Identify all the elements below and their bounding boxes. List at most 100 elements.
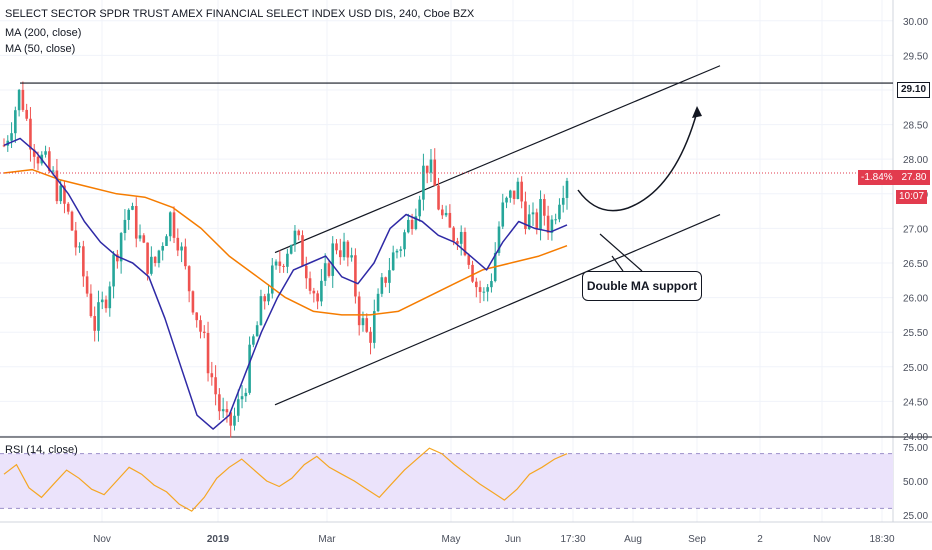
resistance-badge: 29.10 bbox=[897, 82, 931, 98]
candle-body bbox=[512, 190, 516, 199]
projection-arrow bbox=[577, 111, 698, 212]
candle-body bbox=[176, 237, 180, 251]
candle-body bbox=[191, 291, 195, 313]
trend-channel bbox=[274, 65, 721, 406]
candle-body bbox=[448, 212, 452, 228]
candle-body bbox=[282, 265, 285, 267]
candle-body bbox=[134, 206, 138, 239]
callout-pointer bbox=[599, 233, 643, 272]
candle-body bbox=[278, 261, 282, 266]
x-tick-label: Nov bbox=[93, 534, 111, 545]
candle-body bbox=[354, 255, 357, 297]
candle-body bbox=[36, 156, 40, 164]
y-tick-label: 28.50 bbox=[903, 121, 928, 132]
candle-body bbox=[369, 331, 372, 343]
candle-body bbox=[312, 290, 316, 294]
y-tick-label: 25.50 bbox=[903, 328, 928, 339]
candle-body bbox=[391, 252, 395, 271]
candle-body bbox=[327, 263, 331, 276]
rsi-band-fill bbox=[0, 453, 893, 509]
candle-body bbox=[509, 190, 512, 198]
x-tick-label: Jun bbox=[505, 534, 521, 545]
chart-title: SELECT SECTOR SPDR TRUST AMEX FINANCIAL … bbox=[5, 8, 475, 20]
candle-body bbox=[267, 293, 270, 302]
rsi-y-tick-label: 50.00 bbox=[903, 477, 928, 488]
x-tick-label: Sep bbox=[688, 534, 706, 545]
x-tick-label: Mar bbox=[318, 534, 336, 545]
candle-body bbox=[104, 299, 108, 309]
candle-body bbox=[441, 209, 444, 216]
candle-body bbox=[97, 302, 100, 331]
ma50-legend[interactable]: MA (50, close) bbox=[5, 43, 76, 55]
ma50-line bbox=[3, 137, 568, 430]
x-tick-label: 2019 bbox=[207, 534, 230, 545]
candle-body bbox=[218, 394, 221, 412]
countdown-badge: 10:07 bbox=[896, 190, 928, 204]
change-percent: -1.84% bbox=[861, 172, 893, 183]
ma200-legend[interactable]: MA (200, close) bbox=[5, 27, 82, 39]
candle-body bbox=[100, 299, 104, 303]
candle-body bbox=[388, 270, 391, 283]
candle-body bbox=[410, 219, 414, 230]
candle-body bbox=[229, 412, 233, 426]
candle-body bbox=[558, 204, 561, 220]
x-tick-label: Aug bbox=[624, 534, 642, 545]
candle-body bbox=[316, 293, 319, 302]
candle-body bbox=[497, 226, 501, 253]
candle-body bbox=[331, 243, 335, 276]
y-tick-label: 24.50 bbox=[903, 397, 928, 408]
candle-body bbox=[407, 219, 410, 233]
candle-body bbox=[29, 118, 32, 150]
candle-body bbox=[210, 373, 214, 378]
candle-body bbox=[195, 312, 199, 321]
candle-body bbox=[482, 291, 486, 293]
candle-body bbox=[565, 180, 569, 198]
candle-body bbox=[172, 212, 176, 238]
candle-body bbox=[437, 185, 440, 210]
candle-body bbox=[486, 287, 489, 292]
candle-body bbox=[535, 212, 539, 230]
candle-body bbox=[248, 344, 251, 393]
candle-body bbox=[138, 235, 142, 239]
candle-body bbox=[214, 377, 217, 395]
overlays bbox=[0, 82, 893, 272]
candle-body bbox=[304, 265, 308, 279]
rsi-series bbox=[3, 447, 568, 512]
candle-body bbox=[320, 280, 323, 302]
axis-labels: 30.0029.5029.0028.5028.0027.5027.0026.50… bbox=[93, 17, 928, 545]
annotation-callout[interactable]: Double MA support bbox=[582, 271, 702, 301]
candle-body bbox=[429, 159, 433, 173]
candle-body bbox=[233, 415, 236, 426]
candle-body bbox=[59, 185, 62, 202]
candle-body bbox=[357, 296, 361, 326]
candle-body bbox=[199, 320, 202, 332]
candle-body bbox=[505, 197, 508, 203]
candle-body bbox=[516, 181, 520, 199]
candle-body bbox=[153, 256, 157, 264]
candle-body bbox=[384, 277, 387, 283]
candle-body bbox=[554, 219, 557, 221]
candle-body bbox=[66, 203, 70, 212]
rsi-band bbox=[0, 453, 893, 509]
rsi-line bbox=[3, 447, 568, 512]
candle-body bbox=[70, 211, 74, 231]
candle-body bbox=[10, 133, 13, 141]
x-tick-label: May bbox=[442, 534, 461, 545]
candle-body bbox=[414, 216, 418, 230]
candle-body bbox=[376, 293, 380, 312]
rsi-legend[interactable]: RSI (14, close) bbox=[5, 444, 78, 456]
candle-body bbox=[51, 170, 55, 172]
candle-body bbox=[425, 165, 429, 173]
candle-body bbox=[475, 281, 478, 288]
candle-body bbox=[63, 185, 66, 204]
candles bbox=[2, 81, 569, 438]
candle-body bbox=[119, 233, 123, 262]
candle-body bbox=[270, 265, 274, 294]
candle-body bbox=[546, 215, 550, 233]
moving-averages bbox=[3, 137, 568, 430]
x-tick-label: 2 bbox=[757, 534, 763, 545]
candle-body bbox=[146, 242, 149, 274]
candle-body bbox=[44, 151, 47, 155]
candle-body bbox=[399, 249, 403, 251]
